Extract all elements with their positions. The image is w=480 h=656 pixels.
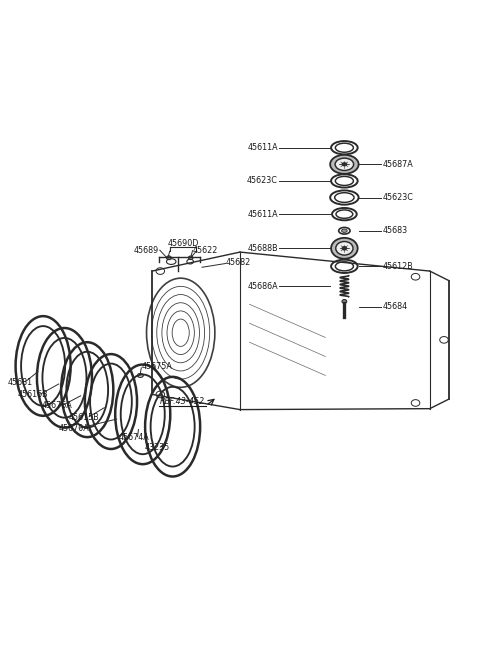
Text: 45684: 45684	[383, 302, 408, 311]
Ellipse shape	[342, 229, 347, 232]
Text: REF.43-452: REF.43-452	[159, 397, 204, 406]
Text: 45670A: 45670A	[59, 424, 89, 433]
Ellipse shape	[331, 238, 358, 258]
Text: 45689: 45689	[134, 246, 159, 255]
Text: 45675A: 45675A	[141, 362, 172, 371]
Text: 45623C: 45623C	[383, 193, 413, 202]
Text: 45674A: 45674A	[119, 432, 149, 441]
Text: 45681: 45681	[8, 378, 33, 387]
Text: 45611A: 45611A	[247, 143, 278, 152]
Text: 45686A: 45686A	[247, 281, 278, 291]
Text: 45687A: 45687A	[383, 160, 413, 169]
Ellipse shape	[167, 256, 171, 260]
Text: 45622: 45622	[192, 246, 218, 255]
Ellipse shape	[342, 247, 347, 250]
Text: 43235: 43235	[145, 443, 170, 452]
Ellipse shape	[330, 155, 359, 174]
Ellipse shape	[342, 300, 347, 303]
Ellipse shape	[335, 158, 354, 171]
Text: 45683: 45683	[383, 226, 408, 236]
Text: 45623C: 45623C	[247, 176, 278, 186]
Text: 45676A: 45676A	[42, 401, 72, 410]
Text: 45690D: 45690D	[168, 239, 199, 248]
Text: 45615B: 45615B	[68, 413, 99, 422]
Text: 45682: 45682	[226, 258, 251, 267]
Ellipse shape	[342, 163, 347, 166]
Text: 45688B: 45688B	[247, 244, 278, 253]
Text: 45612B: 45612B	[383, 262, 413, 271]
Text: 45611A: 45611A	[247, 210, 278, 218]
Text: 45616B: 45616B	[18, 390, 48, 399]
Ellipse shape	[336, 241, 353, 255]
